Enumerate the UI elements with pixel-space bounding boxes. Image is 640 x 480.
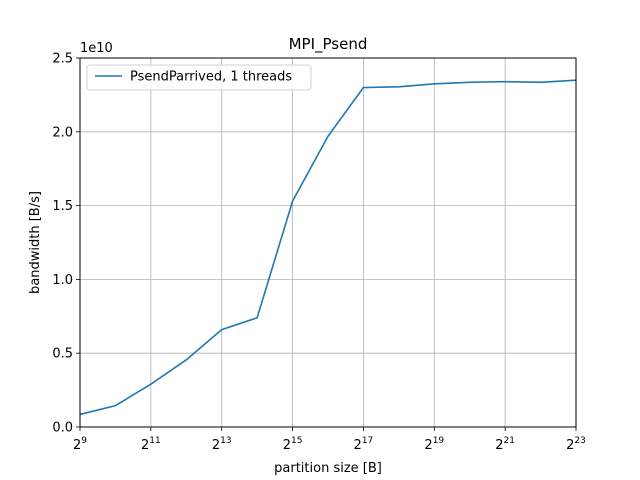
y-multiplier-label: 1e10 <box>80 41 113 56</box>
x-tick-base: 2 <box>283 438 291 453</box>
y-tick-label: 0.0 <box>52 421 73 436</box>
x-tick-exponent: 21 <box>504 436 515 446</box>
x-tick-label: 29 <box>73 436 87 453</box>
plot-frame <box>79 57 577 428</box>
y-axis-label: bandwidth [B/s] <box>28 191 43 294</box>
y-tick-label: 1.5 <box>52 199 73 214</box>
x-tick-exponent: 17 <box>362 436 373 446</box>
x-tick-label: 219 <box>424 436 444 453</box>
y-tick-label: 0.5 <box>52 347 73 362</box>
legend: PsendParrived, 1 threads <box>86 64 312 91</box>
x-tick-label: 221 <box>495 436 515 453</box>
y-tick-label: 2.0 <box>52 125 73 140</box>
y-tick-label: 1.0 <box>52 273 73 288</box>
x-tick-exponent: 13 <box>220 436 231 446</box>
x-tick-exponent: 11 <box>149 436 160 446</box>
x-tick-exponent: 19 <box>433 436 445 446</box>
x-tick-exponent: 15 <box>291 436 302 446</box>
x-tick-base: 2 <box>212 438 220 453</box>
x-tick-label: 217 <box>354 436 374 453</box>
x-tick-exponent: 23 <box>574 436 585 446</box>
chart-title: MPI_Psend <box>289 35 368 54</box>
x-tick-base: 2 <box>73 438 81 453</box>
y-tick-label: 2.5 <box>52 52 73 67</box>
x-axis-label: partition size [B] <box>274 461 382 476</box>
y-axis-ticks: 0.0 0.5 1.0 1.5 2.0 2.5 <box>52 52 80 436</box>
x-axis-ticks: 29 211 213 215 217 219 221 223 <box>73 427 586 453</box>
x-tick-label: 215 <box>283 436 303 453</box>
series-line <box>79 79 577 416</box>
x-tick-base: 2 <box>354 438 362 453</box>
x-tick-label: 211 <box>141 436 161 453</box>
x-tick-label: 223 <box>566 436 586 453</box>
x-tick-base: 2 <box>424 438 432 453</box>
legend-box <box>86 64 312 91</box>
x-tick-label: 213 <box>212 436 232 453</box>
series-layer <box>79 79 577 416</box>
x-tick-base: 2 <box>141 438 149 453</box>
x-tick-base: 2 <box>495 438 503 453</box>
legend-label: PsendParrived, 1 threads <box>130 70 292 85</box>
x-tick-exponent: 9 <box>81 436 87 446</box>
x-tick-base: 2 <box>566 438 574 453</box>
